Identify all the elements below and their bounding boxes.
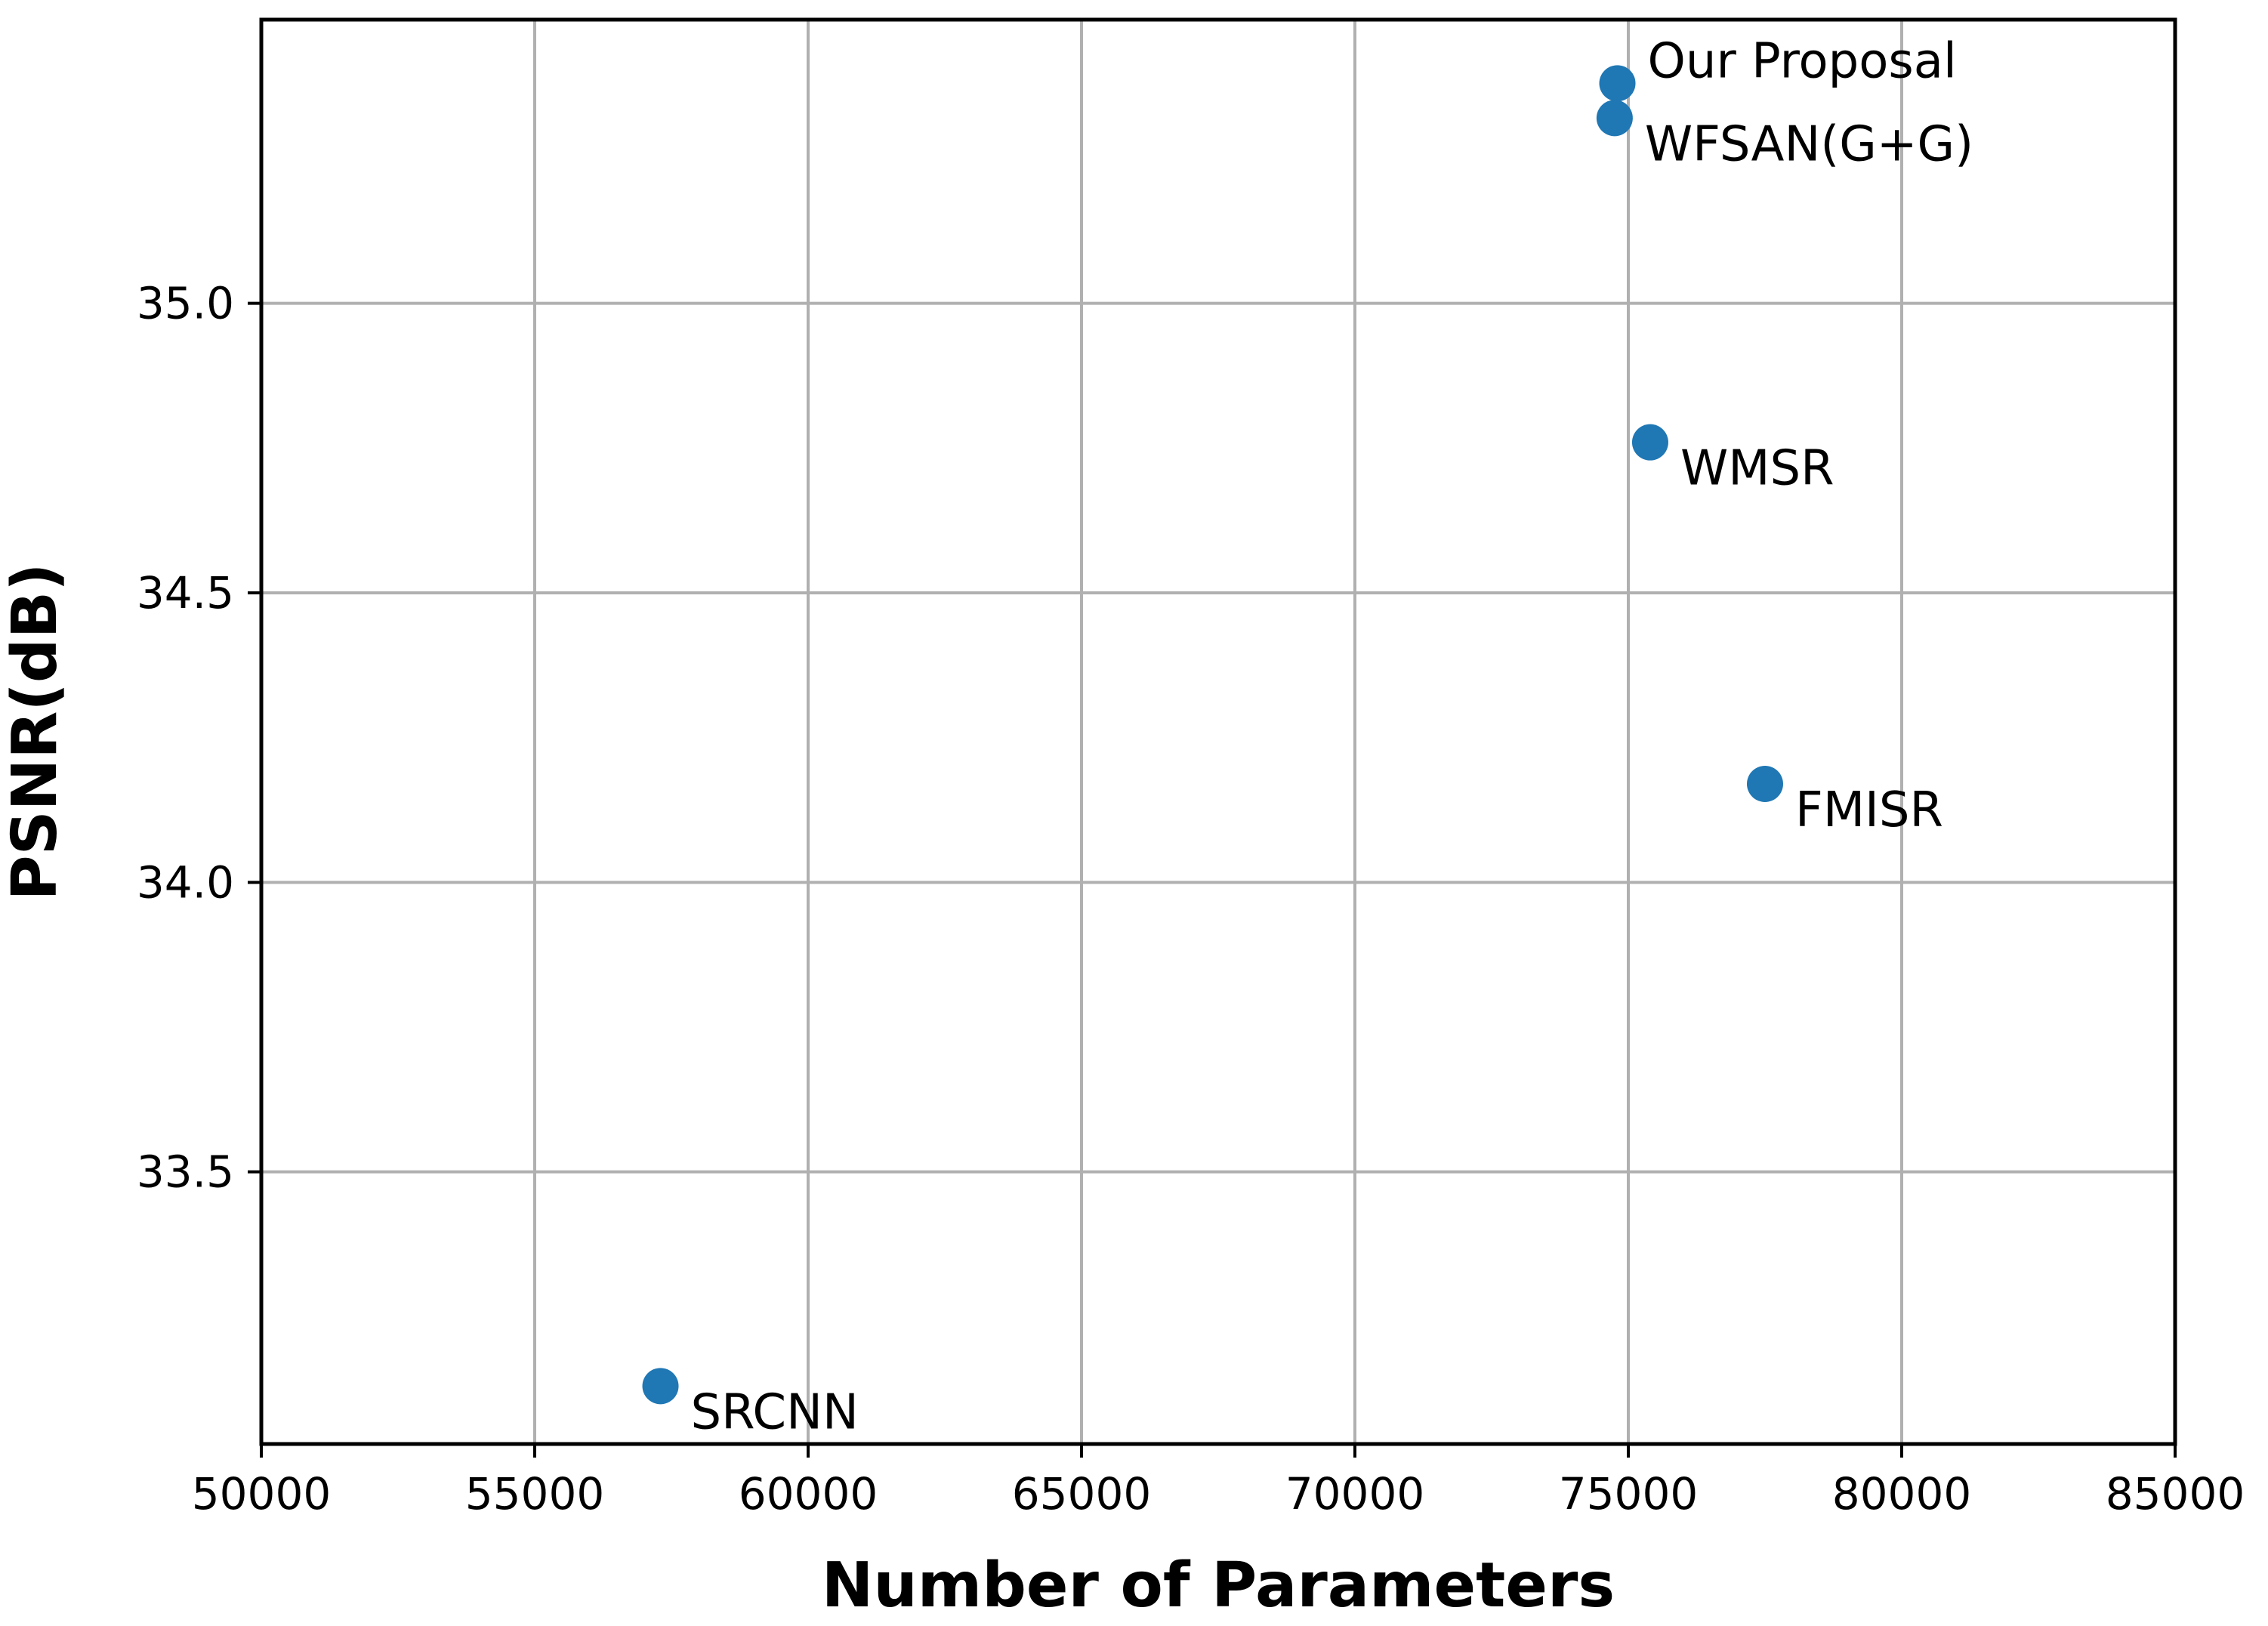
- data-point-label: WMSR: [1680, 441, 1834, 497]
- data-point: [1599, 65, 1636, 102]
- x-tick-label: 60000: [739, 1468, 878, 1520]
- x-tick-label: 50000: [192, 1468, 332, 1520]
- x-tick-label: 80000: [1832, 1468, 1972, 1520]
- y-axis-title: PSNR(dB): [0, 563, 71, 900]
- y-axis-ticks: 33.5 34.0 34.5 35.0: [137, 278, 261, 1198]
- x-tick-label: 75000: [1559, 1468, 1699, 1520]
- x-tick-label: 55000: [465, 1468, 605, 1520]
- x-axis-ticks: 50000 55000 60000 65000 70000 75000 80000 85000: [192, 1444, 2245, 1520]
- data-point-label: WFSAN(G+G): [1645, 116, 1973, 172]
- x-tick-label: 65000: [1012, 1468, 1152, 1520]
- data-points: Our Proposal WFSAN(G+G) WMSR FMISR SRCNN: [642, 33, 1973, 1440]
- y-tick-label: 34.5: [137, 567, 234, 619]
- data-point: [642, 1368, 679, 1405]
- data-point-label: SRCNN: [691, 1384, 859, 1440]
- data-point: [1631, 424, 1668, 461]
- y-tick-label: 34.0: [137, 856, 234, 908]
- data-point: [1747, 766, 1783, 802]
- x-tick-label: 70000: [1285, 1468, 1425, 1520]
- x-tick-label: 85000: [2106, 1468, 2245, 1520]
- data-point-label: FMISR: [1795, 782, 1943, 838]
- data-point-label: Our Proposal: [1648, 33, 1957, 89]
- data-point: [1596, 100, 1633, 137]
- plot-frame: [259, 17, 2177, 1446]
- grid-lines: [261, 20, 2175, 1444]
- y-tick-label: 33.5: [137, 1146, 234, 1198]
- y-tick-label: 35.0: [137, 278, 234, 329]
- x-axis-title: Number of Parameters: [822, 1550, 1615, 1621]
